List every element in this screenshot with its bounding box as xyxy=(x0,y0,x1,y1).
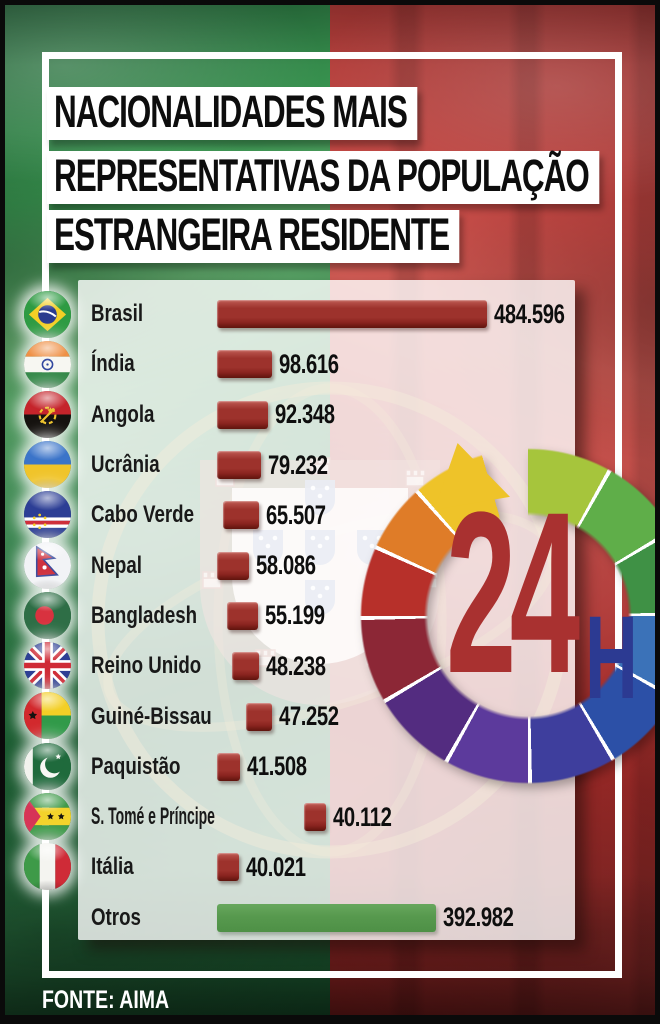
row-italia: Itália 40.021 xyxy=(78,842,575,892)
flag-sao-tome-icon xyxy=(24,793,71,840)
bar-ucrania xyxy=(217,451,261,480)
flag-angola-icon xyxy=(24,391,71,438)
flag-nepal xyxy=(24,542,71,589)
flag-italia xyxy=(24,843,71,890)
row-otros: Otros 392.982 xyxy=(78,893,575,943)
logo-letter-h: H xyxy=(585,592,638,724)
flag-reino-unido xyxy=(24,642,71,689)
value-label: 48.238 xyxy=(266,650,327,681)
flag-guine-bissau-icon xyxy=(24,692,71,739)
value-label: 47.252 xyxy=(278,701,339,732)
value-label: 58.086 xyxy=(256,550,316,581)
flag-bangladesh-icon xyxy=(24,592,71,639)
value-label: 79.232 xyxy=(268,449,328,480)
flag-nepal-icon xyxy=(24,542,71,589)
country-label: Cabo Verde xyxy=(91,501,194,529)
country-label: Angola xyxy=(91,400,155,428)
flag-italia-icon xyxy=(24,843,71,890)
flag-ucrania xyxy=(24,441,71,488)
row-sao-tome: S. Tomé e Príncipe 40.112 xyxy=(78,792,575,842)
title-line-1: NACIONALIDADES MAIS xyxy=(47,87,418,140)
row-brasil: Brasil 484.596 xyxy=(78,289,575,339)
bar-paquistao xyxy=(217,752,240,781)
country-label: S. Tomé e Príncipe xyxy=(91,803,215,831)
country-label: Índia xyxy=(91,350,135,378)
flag-paquistao-icon xyxy=(24,743,71,790)
bar-guine-bissau xyxy=(245,702,272,731)
flag-cabo-verde-icon xyxy=(24,491,71,538)
flag-brasil xyxy=(24,291,71,338)
row-india: Índia 98.616 xyxy=(78,339,575,389)
value-label: 40.112 xyxy=(332,801,392,832)
value-label: 92.348 xyxy=(275,399,335,430)
value-label: 40.021 xyxy=(246,851,306,882)
flag-guine-bissau xyxy=(24,692,71,739)
value-label: 65.507 xyxy=(266,499,326,530)
bar-otros xyxy=(217,903,436,932)
country-label: Bangladesh xyxy=(91,601,198,629)
flag-paquistao xyxy=(24,743,71,790)
country-label: Reino Unido xyxy=(91,652,202,680)
country-label: Brasil xyxy=(91,300,144,328)
flag-sao-tome xyxy=(24,793,71,840)
country-label: Paquistão xyxy=(91,752,181,780)
bar-nepal xyxy=(217,551,249,580)
title-line-2: REPRESENTATIVAS DA POPULAÇÃO xyxy=(47,151,600,204)
bar-cabo-verde xyxy=(223,501,260,530)
country-label: Ucrânia xyxy=(91,451,160,479)
bar-angola xyxy=(217,400,268,429)
source-credit: FONTE: AIMA xyxy=(42,986,170,1014)
value-label: 41.508 xyxy=(247,751,307,782)
flag-india-icon xyxy=(24,341,71,388)
flag-bangladesh xyxy=(24,592,71,639)
flag-brasil-icon xyxy=(24,291,71,338)
bar-brasil xyxy=(217,300,487,329)
logo-number-24: 24 xyxy=(446,464,580,721)
bar-reino-unido xyxy=(232,652,260,681)
flag-ucrania-icon xyxy=(24,441,71,488)
row-angola: Angola 92.348 xyxy=(78,390,575,440)
bar-bangladesh xyxy=(227,601,259,630)
value-label: 484.596 xyxy=(494,298,565,329)
value-label: 392.982 xyxy=(443,902,514,933)
country-label: Itália xyxy=(91,853,134,881)
bar-india xyxy=(217,350,272,379)
country-label: Otros xyxy=(91,903,141,931)
value-label: 55.199 xyxy=(265,600,325,631)
country-label: Guiné-Bissau xyxy=(91,702,212,730)
title-line-3: ESTRANGEIRA RESIDENTE xyxy=(47,210,460,263)
flag-angola xyxy=(24,391,71,438)
value-label: 98.616 xyxy=(279,348,339,379)
flag-cabo-verde xyxy=(24,491,71,538)
flag-canvas: NACIONALIDADES MAIS REPRESENTATIVAS DA P… xyxy=(5,5,655,1015)
bar-sao-tome xyxy=(303,803,326,832)
country-label: Nepal xyxy=(91,551,142,579)
bar-italia xyxy=(217,853,239,882)
flag-reino-unido-icon xyxy=(24,642,71,689)
flag-india xyxy=(24,341,71,388)
